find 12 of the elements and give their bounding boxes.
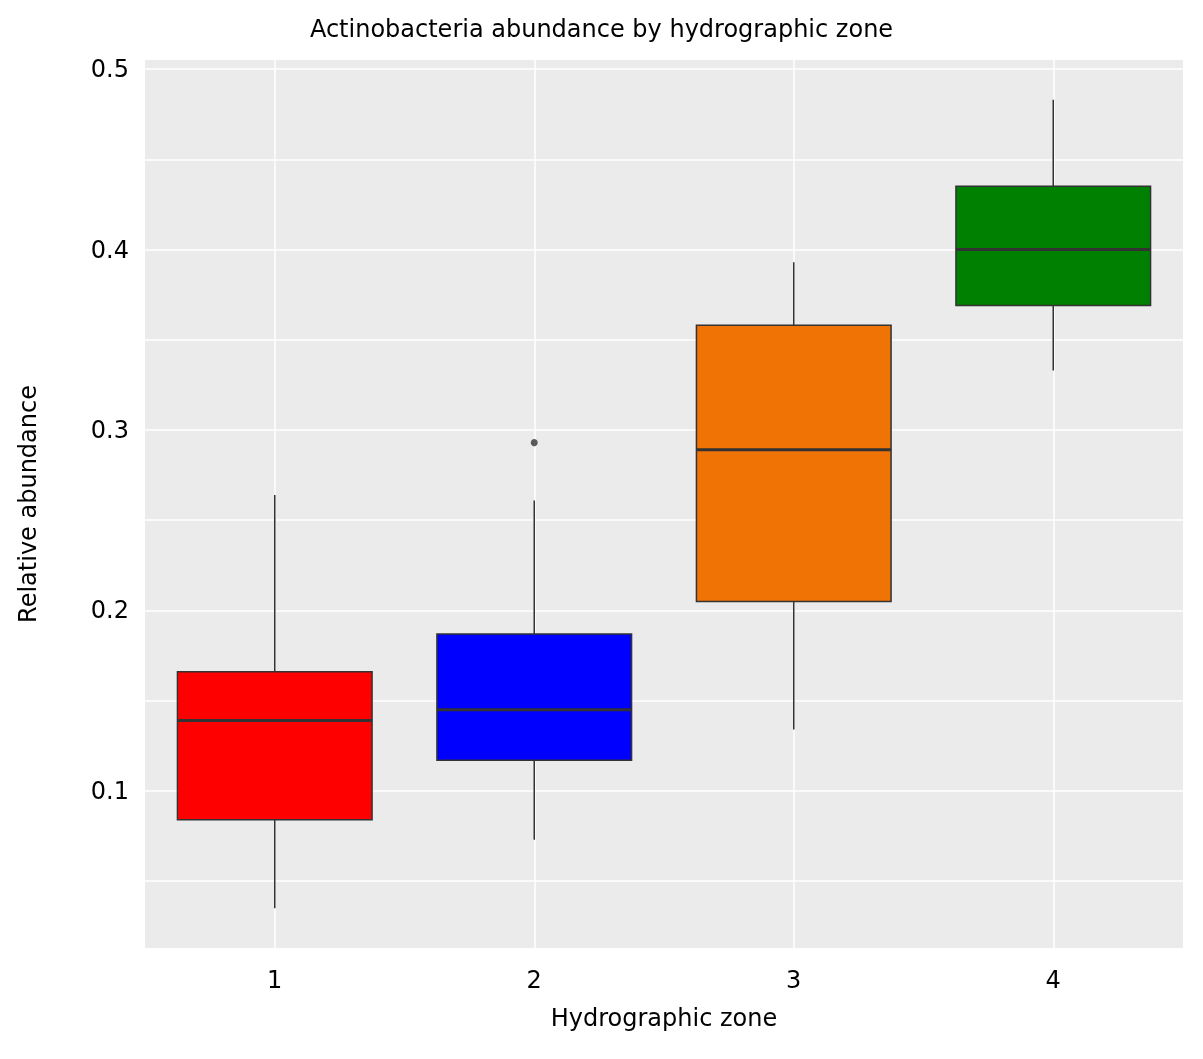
x-tick-label: 2 [526, 966, 542, 994]
y-axis-title: Relative abundance [14, 385, 42, 623]
x-axis-title: Hydrographic zone [550, 1004, 778, 1032]
x-tick-label: 4 [1045, 966, 1061, 994]
x-tick-label: 3 [786, 966, 802, 994]
y-tick-label: 0.4 [90, 235, 129, 264]
y-tick-label: 0.2 [90, 596, 129, 625]
y-tick-label: 0.1 [90, 776, 129, 805]
y-tick-label: 0.3 [90, 416, 129, 444]
y-tick-label: 0.5 [90, 55, 129, 84]
chart-title: Actinobacteria abundance by hydrographic zone [309, 15, 894, 43]
x-tick-label: 1 [267, 966, 283, 994]
